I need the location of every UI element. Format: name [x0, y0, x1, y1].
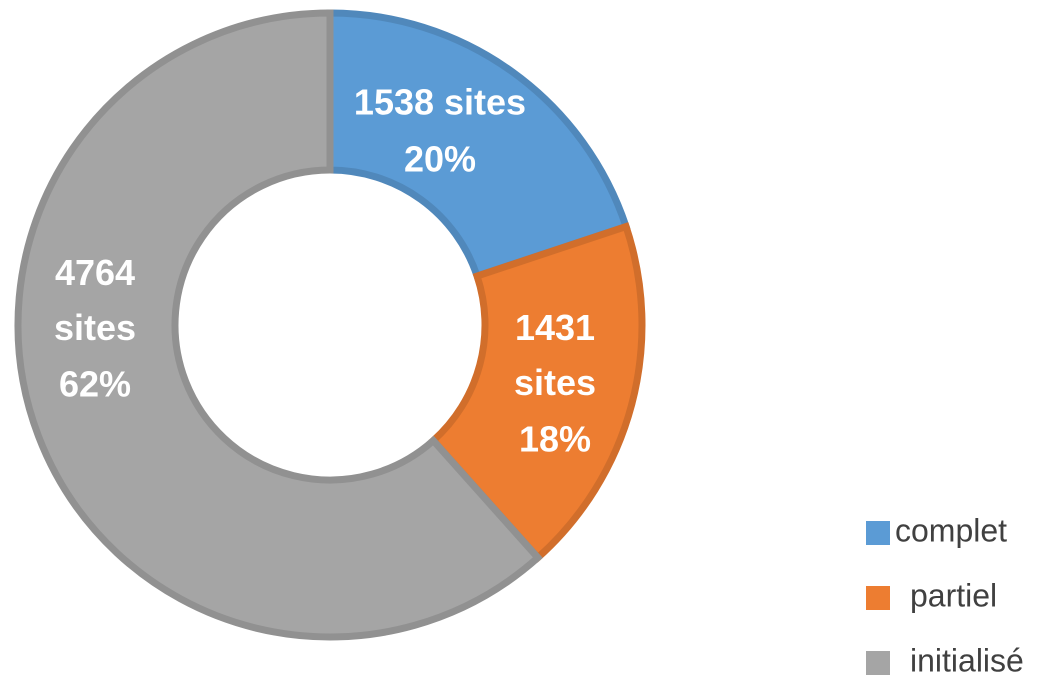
- percent-label: 20%: [404, 139, 476, 180]
- legend-label: partiel: [910, 577, 997, 613]
- slice: [428, 222, 646, 563]
- percent-label: 62%: [59, 364, 131, 405]
- legend-label: initialisé: [910, 642, 1024, 678]
- value-label: 4764 sites: [54, 252, 136, 348]
- slice: [326, 9, 631, 281]
- legend-swatch: [866, 586, 890, 610]
- value-label: 1538 sites: [354, 82, 526, 123]
- legend-swatch: [866, 521, 890, 545]
- legend-label: complet: [895, 512, 1007, 548]
- slice: [14, 9, 543, 641]
- percent-label: 18%: [519, 419, 591, 460]
- legend-swatch: [866, 651, 890, 675]
- value-label: 1431 sites: [514, 307, 596, 403]
